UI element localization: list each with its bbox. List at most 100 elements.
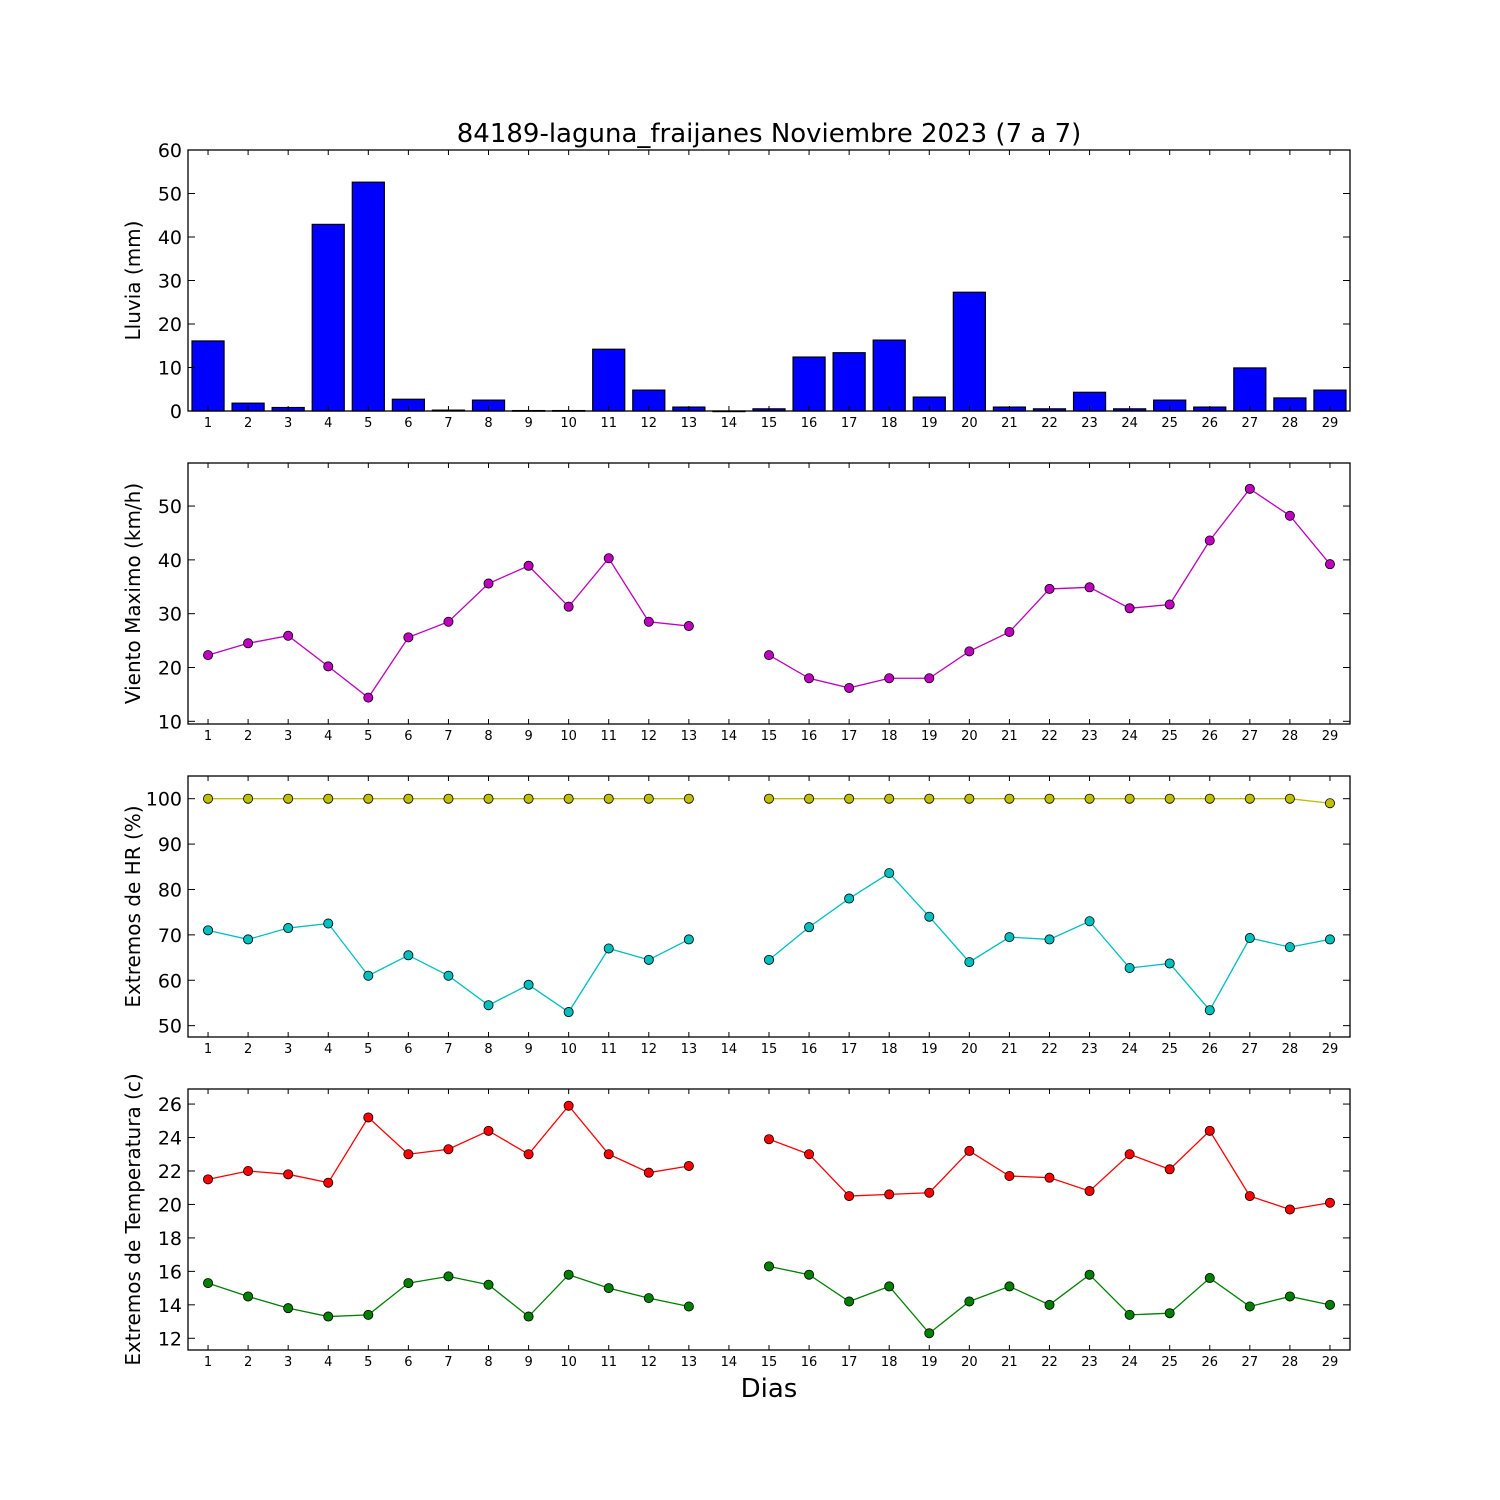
humidity-x-tick-label-21: 21 (1001, 1042, 1018, 1057)
temperature-x-tick-label-9: 9 (524, 1355, 532, 1370)
temperature-series-2-point-7 (443, 1271, 454, 1282)
temperature-series-1-point-16 (804, 1149, 815, 1160)
humidity-y-tick-label-60: 60 (158, 970, 182, 992)
temperature-x-tick-label-20: 20 (961, 1355, 978, 1370)
temperature-series-2-point-27 (1244, 1301, 1255, 1312)
humidity-series-2-point-6 (403, 950, 414, 961)
rain-x-tick-label-1: 1 (204, 416, 212, 431)
temperature-x-ticks: 1 2 3 4 5 6 7 8 9 10 11 12 13 14 15 16 17 18 19 20 21 22 23 24 2… (204, 1089, 1338, 1370)
temperature-series-1-point-21 (1004, 1171, 1015, 1182)
rain-y-ticks: 0 10 20 30 40 50 60 (158, 140, 1350, 423)
temperature-x-tick-label-27: 27 (1242, 1355, 1259, 1370)
temperature-series-2-point-15 (764, 1261, 775, 1272)
wind-x-tick-label-15: 15 (761, 729, 778, 744)
humidity-y-axis-label: Extremos de HR (%) (121, 805, 145, 1007)
humidity-series-1-point-13 (683, 793, 694, 804)
wind-x-tick-label-7: 7 (444, 729, 452, 744)
wind-series-1-point-5 (363, 692, 374, 703)
wind-series-1-point-20 (964, 646, 975, 657)
wind-x-tick-label-20: 20 (961, 729, 978, 744)
wind-series-1-point-16 (804, 673, 815, 684)
humidity-y-tick-label-70: 70 (158, 925, 182, 947)
temperature-y-tick-label-12: 12 (158, 1328, 182, 1350)
wind-x-tick-label-29: 29 (1322, 729, 1339, 744)
rain-x-tick-label-26: 26 (1201, 416, 1218, 431)
humidity-series-2-point-15 (764, 954, 775, 965)
wind-y-tick-label-10: 10 (158, 711, 182, 733)
rain-x-tick-label-27: 27 (1242, 416, 1259, 431)
humidity-series-2-point-2 (243, 934, 254, 945)
humidity-series-1-point-22 (1044, 793, 1055, 804)
wind-x-tick-label-6: 6 (404, 729, 412, 744)
humidity-series-1-point-16 (804, 793, 815, 804)
wind-plot-area (203, 483, 1335, 703)
temperature-series-1-point-1 (203, 1174, 214, 1185)
rain-x-tick-label-6: 6 (404, 416, 412, 431)
temperature-series-1-point-12 (643, 1167, 654, 1178)
wind-series-1-point-7 (443, 616, 454, 627)
humidity-series-2-point-19 (924, 911, 935, 922)
humidity-series-1-point-11 (603, 793, 614, 804)
humidity-x-tick-label-29: 29 (1322, 1042, 1339, 1057)
humidity-series-2-point-4 (323, 918, 334, 929)
wind-x-tick-label-25: 25 (1161, 729, 1178, 744)
rain-bar-17 (832, 352, 866, 412)
humidity-series-1-point-3 (283, 793, 294, 804)
rain-x-tick-label-20: 20 (961, 416, 978, 431)
humidity-x-tick-label-15: 15 (761, 1042, 778, 1057)
temperature-y-tick-label-18: 18 (158, 1228, 182, 1250)
humidity-x-tick-label-3: 3 (284, 1042, 292, 1057)
temperature-series-2-point-8 (483, 1279, 494, 1290)
wind-x-tick-label-19: 19 (921, 729, 938, 744)
wind-x-tick-label-4: 4 (324, 729, 332, 744)
temperature-series-1-point-25 (1164, 1164, 1175, 1175)
rain-x-tick-label-13: 13 (681, 416, 698, 431)
wind-series-1-point-13 (683, 621, 694, 632)
rain-x-tick-label-21: 21 (1001, 416, 1018, 431)
temperature-series-2-point-13 (683, 1301, 694, 1312)
wind-x-tick-label-18: 18 (881, 729, 898, 744)
rain-x-tick-label-2: 2 (244, 416, 252, 431)
humidity-series-2-point-13 (683, 934, 694, 945)
humidity-series-1-point-23 (1084, 793, 1095, 804)
temperature-x-tick-label-28: 28 (1282, 1355, 1299, 1370)
wind-series-1-point-27 (1244, 483, 1255, 494)
temperature-x-tick-label-11: 11 (600, 1355, 617, 1370)
wind-series-1-point-3 (283, 630, 294, 641)
temperature-series-1-point-6 (403, 1149, 414, 1160)
humidity-y-tick-label-100: 100 (146, 789, 182, 811)
temperature-x-tick-label-12: 12 (641, 1355, 658, 1370)
rain-x-tick-label-8: 8 (484, 416, 492, 431)
rain-x-tick-label-11: 11 (600, 416, 617, 431)
temperature-x-tick-label-16: 16 (801, 1355, 818, 1370)
rain-bar-4 (311, 223, 345, 412)
humidity-series-2-point-20 (964, 957, 975, 968)
rain-y-tick-label-60: 60 (158, 140, 182, 162)
temperature-x-tick-label-3: 3 (284, 1355, 292, 1370)
rain-y-tick-label-40: 40 (158, 227, 182, 249)
humidity-series-2-point-23 (1084, 916, 1095, 927)
temperature-series-1-point-13 (683, 1160, 694, 1171)
humidity-series-1-point-7 (443, 793, 454, 804)
temperature-x-tick-label-29: 29 (1322, 1355, 1339, 1370)
humidity-series-1 (203, 793, 1335, 809)
humidity-x-tick-label-14: 14 (721, 1042, 738, 1057)
temperature-series-2-point-21 (1004, 1281, 1015, 1292)
wind-series-1-point-25 (1164, 599, 1175, 610)
temperature-series-2-point-3 (283, 1303, 294, 1314)
wind-series-1-point-22 (1044, 583, 1055, 594)
rain-bar-5 (351, 181, 385, 412)
humidity-x-tick-label-5: 5 (364, 1042, 372, 1057)
humidity-x-tick-label-11: 11 (600, 1042, 617, 1057)
humidity-plot-area (203, 793, 1335, 1018)
humidity-x-tick-label-16: 16 (801, 1042, 818, 1057)
wind-series-1-point-9 (523, 560, 534, 571)
wind-series-1-point-24 (1124, 603, 1135, 614)
wind-series-1-point-29 (1324, 559, 1335, 570)
temperature-series-2-point-6 (403, 1278, 414, 1289)
humidity-series-1-point-8 (483, 793, 494, 804)
humidity-series-2-point-22 (1044, 934, 1055, 945)
humidity-x-tick-label-4: 4 (324, 1042, 332, 1057)
temperature-series-1-point-9 (523, 1149, 534, 1160)
temperature-x-tick-label-24: 24 (1121, 1355, 1138, 1370)
